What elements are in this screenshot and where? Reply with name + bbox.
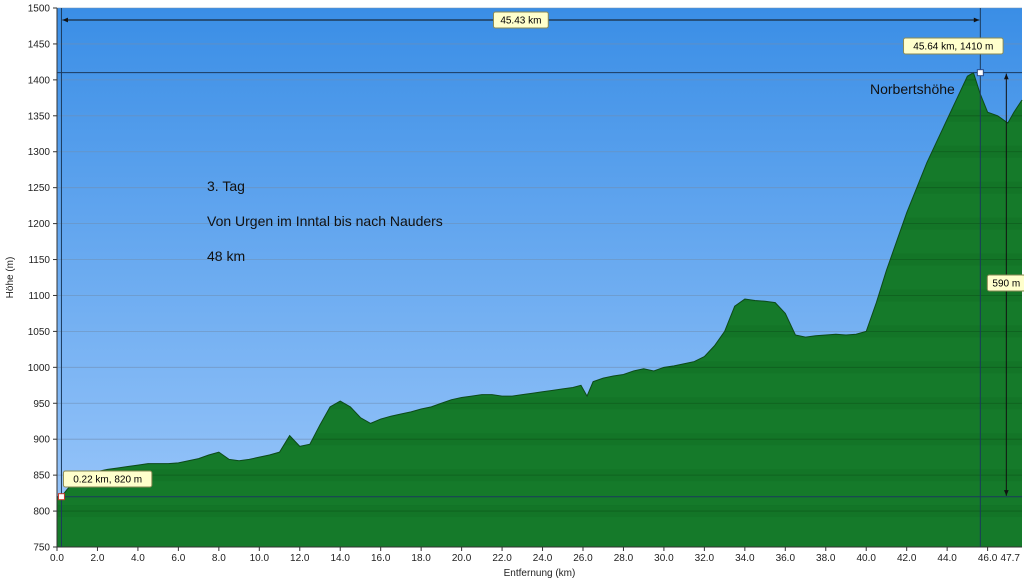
start-label: 0.22 km, 820 m <box>73 475 142 486</box>
x-tick-label: 8.0 <box>212 553 226 564</box>
y-tick-label: 1400 <box>28 75 51 86</box>
y-tick-label: 1100 <box>28 291 50 302</box>
x-tick-label: 20.0 <box>452 553 472 564</box>
rise-arrow-head <box>1003 490 1009 496</box>
x-tick-label: 2.0 <box>91 553 105 564</box>
y-tick-label: 1050 <box>28 327 51 338</box>
start-marker <box>57 493 65 501</box>
x-tick-label-end: 47.7 <box>1001 553 1021 564</box>
note-route: Von Urgen im Inntal bis nach Nauders <box>207 213 443 229</box>
y-tick-label: 1150 <box>28 255 50 266</box>
x-tick-label: 40.0 <box>856 553 876 564</box>
elevation-area <box>57 72 1022 548</box>
start-label-box <box>62 470 153 488</box>
y-tick-label: 900 <box>33 435 50 446</box>
x-tick-label: 4.0 <box>131 553 145 564</box>
x-tick-label: 14.0 <box>330 553 350 564</box>
x-tick-label: 0.0 <box>50 553 64 564</box>
y-tick-label: 1300 <box>28 147 51 158</box>
y-tick-label: 1200 <box>28 219 51 230</box>
y-axis-title: Höhe (m) <box>5 257 16 299</box>
y-tick-label: 1000 <box>28 363 51 374</box>
x-tick-label: 26.0 <box>573 553 593 564</box>
x-tick-label: 24.0 <box>533 553 553 564</box>
elevation-line <box>57 71 1023 498</box>
annotations: 45.43 km 0.22 km, 820 m 45.64 km, 1410 m 59… <box>57 8 1024 547</box>
x-tick-label: 22.0 <box>492 553 512 564</box>
y-tick-label: 1250 <box>28 183 51 194</box>
axes: 750 800 850 900 950 1000 1050 1100 1150 1200 1250 1… <box>28 4 1022 564</box>
x-tick-label: 44.0 <box>937 553 957 564</box>
x-tick-label: 34.0 <box>735 553 755 564</box>
peak-name-label: Norbertshöhe <box>870 81 955 97</box>
y-tick-label: 850 <box>33 471 50 482</box>
x-tick-label: 12.0 <box>290 553 310 564</box>
x-tick-label: 30.0 <box>654 553 674 564</box>
x-tick-label: 46.0 <box>978 553 998 564</box>
x-tick-label: 16.0 <box>371 553 391 564</box>
rise-label: 590 m <box>992 279 1020 290</box>
distance-arrow-head <box>973 17 980 23</box>
peak-marker <box>976 69 984 77</box>
x-tick-label: 28.0 <box>614 553 634 564</box>
x-tick-label: 38.0 <box>816 553 836 564</box>
distance-label: 45.43 km <box>500 16 541 27</box>
y-tick-label: 1450 <box>28 39 51 50</box>
y-tick-label: 1500 <box>28 4 51 15</box>
note-day: 3. Tag <box>207 178 245 194</box>
rise-label-box <box>986 274 1024 292</box>
distance-arrow-head <box>62 17 68 23</box>
x-tick-label: 10.0 <box>250 553 270 564</box>
y-tick-label: 950 <box>33 399 50 410</box>
rise-arrow-head <box>1003 73 1009 80</box>
note-distance: 48 km <box>207 248 245 264</box>
y-tick-label: 1350 <box>28 111 51 122</box>
x-tick-label: 32.0 <box>695 553 715 564</box>
x-tick-label: 42.0 <box>897 553 917 564</box>
x-axis-title: Entfernung (km) <box>504 568 576 579</box>
distance-label-box <box>492 11 549 29</box>
x-tick-label: 36.0 <box>776 553 796 564</box>
y-tick-label: 750 <box>33 543 50 554</box>
x-tick-label: 18.0 <box>411 553 431 564</box>
x-tick-label: 6.0 <box>171 553 185 564</box>
peak-label: 45.64 km, 1410 m <box>913 42 993 53</box>
peak-label-box <box>903 37 1004 55</box>
y-tick-label: 800 <box>33 507 50 518</box>
